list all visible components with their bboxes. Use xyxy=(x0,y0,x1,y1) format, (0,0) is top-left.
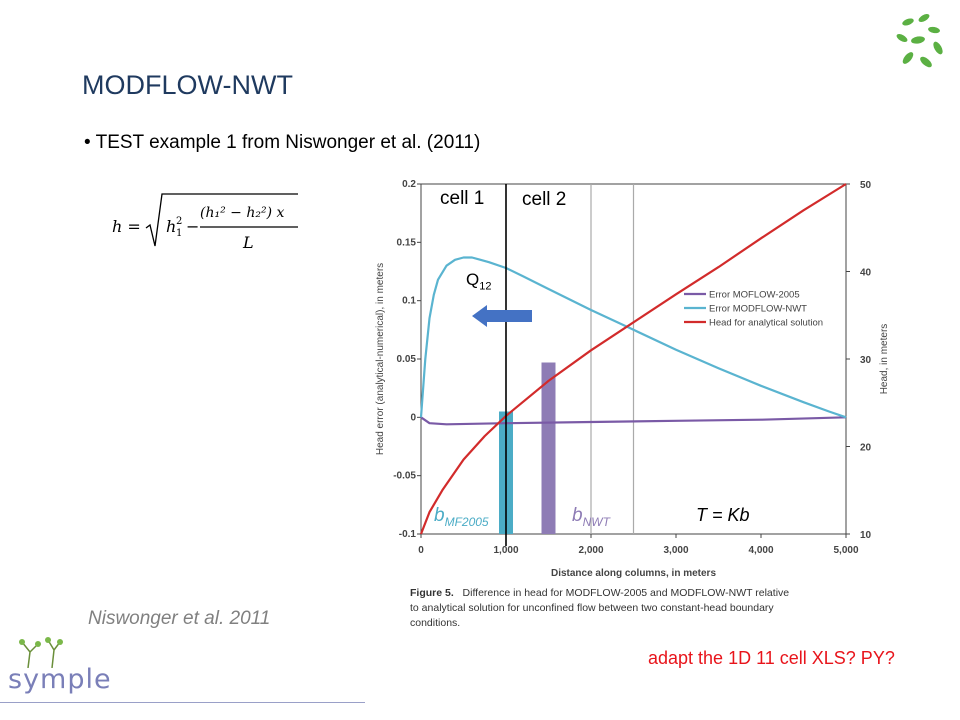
x-tick-label: 4,000 xyxy=(748,545,773,556)
svg-text:2: 2 xyxy=(176,216,182,227)
formula-lhs: h = xyxy=(112,217,141,236)
series-line-2 xyxy=(419,183,847,535)
thickness-bar-nwt xyxy=(541,362,556,534)
symple-tree-icon xyxy=(19,637,63,668)
x-tick-label: 3,000 xyxy=(663,545,688,556)
flow-arrow-icon xyxy=(472,305,532,327)
transmissivity-label: T = Kb xyxy=(696,505,750,525)
cell1-label: cell 1 xyxy=(440,188,485,209)
y-left-tick-label: 0.15 xyxy=(397,237,417,248)
y-left-tick-label: 0.2 xyxy=(402,179,416,190)
cell2-label: cell 2 xyxy=(522,189,567,210)
y-right-tick-label: 20 xyxy=(860,443,872,454)
y-left-tick-label: -0.1 xyxy=(399,529,417,540)
bullet-text: • TEST example 1 from Niswonger et al. (… xyxy=(84,132,481,153)
series-line-1 xyxy=(419,256,847,419)
flow-label: Q12 xyxy=(466,270,492,293)
x-tick-label: 2,000 xyxy=(578,545,603,556)
slide-title: MODFLOW-NWT xyxy=(82,70,293,100)
y-left-tick-label: 0.05 xyxy=(397,354,417,365)
leaf-logo-icon xyxy=(896,14,943,68)
x-tick-label: 5,000 xyxy=(833,545,858,556)
b-nwt-label: bNWT xyxy=(572,505,610,529)
svg-text:1: 1 xyxy=(176,228,182,239)
figure-caption: Figure 5. Difference in head for MODFLOW… xyxy=(410,587,790,629)
y-left-tick-label: 0 xyxy=(410,412,416,423)
formula-numerator: (h₁² − h₂²) x xyxy=(200,205,284,221)
y-right-tick-label: 10 xyxy=(860,530,872,541)
footer-divider xyxy=(0,702,365,703)
y-right-tick-label: 50 xyxy=(860,180,872,191)
x-tick-label: 1,000 xyxy=(493,545,518,556)
legend-entry: Head for analytical solution xyxy=(709,318,823,329)
sqrt-symbol xyxy=(145,193,298,247)
formula-denominator: L xyxy=(242,233,254,252)
legend-entry: Error MOFLOW-2005 xyxy=(709,290,800,301)
y-right-tick-label: 40 xyxy=(860,268,872,279)
dupuit-formula: h = h 1 2 − (h₁² − h₂²) x L xyxy=(112,193,298,252)
y-left-tick-label: 0.1 xyxy=(402,296,416,307)
b-mf2005-label: bMF2005 xyxy=(434,505,489,529)
legend-entry: Error MODFLOW-NWT xyxy=(709,304,807,315)
x-tick-label: 0 xyxy=(418,545,424,556)
svg-text:−: − xyxy=(186,217,199,236)
series-line-0 xyxy=(420,416,847,426)
citation-credit: Niswonger et al. 2011 xyxy=(88,608,271,629)
y-left-tick-label: -0.05 xyxy=(393,471,416,482)
formula-h1: h xyxy=(166,217,176,236)
symple-logo-text: symple xyxy=(8,664,112,695)
x-axis-label: Distance along columns, in meters xyxy=(551,568,716,579)
todo-note: adapt the 1D 11 cell XLS? PY? xyxy=(648,648,895,668)
y-right-axis-label: Head, in meters xyxy=(879,324,890,395)
y-right-tick-label: 30 xyxy=(860,355,872,366)
y-left-axis-label: Head error (analytical-numerical), in me… xyxy=(375,263,386,455)
